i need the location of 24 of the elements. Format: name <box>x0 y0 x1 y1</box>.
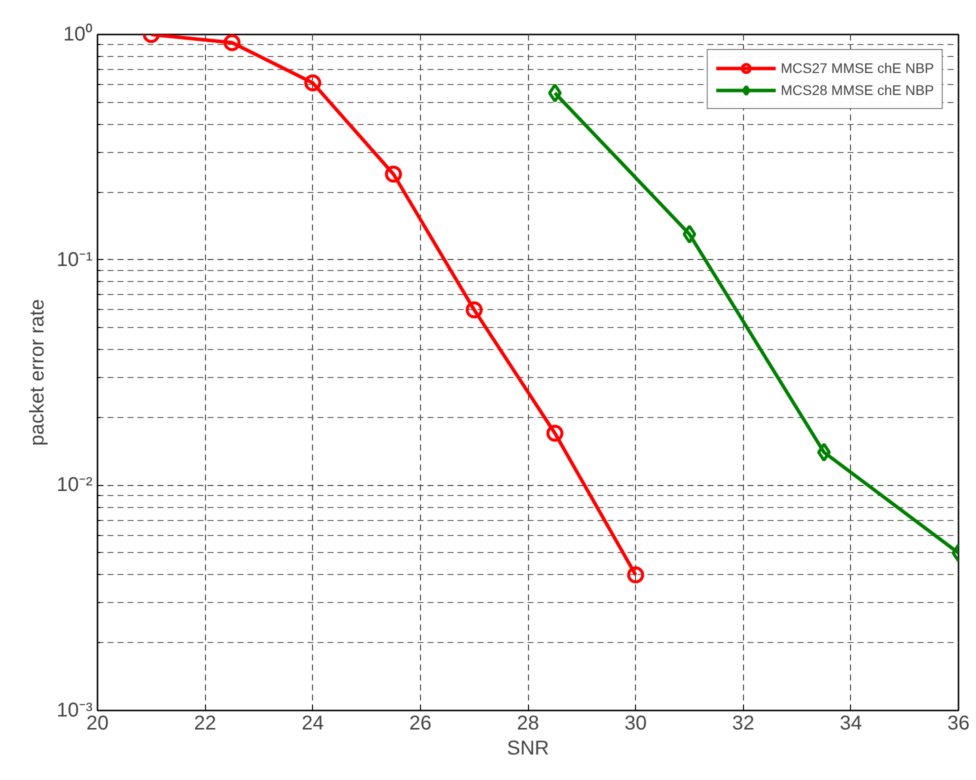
legend-label: MCS27 MMSE chE NBP <box>780 60 934 76</box>
point <box>682 224 696 244</box>
x-tick-label: 28 <box>516 712 540 734</box>
point <box>224 34 241 52</box>
point <box>627 566 644 584</box>
point <box>304 74 322 92</box>
point <box>384 166 402 183</box>
y-axis-title: packet error rate <box>26 299 49 446</box>
x-tick-label: 36 <box>947 712 970 734</box>
point <box>546 424 564 442</box>
x-tick-label: 30 <box>624 712 647 734</box>
point <box>548 84 562 103</box>
point <box>817 442 831 462</box>
x-axis-title: SNR <box>506 738 550 760</box>
legend-label: MCS28 MMSE chE NBP <box>780 82 934 98</box>
y-tick-label: 10⁰ <box>63 22 93 46</box>
y-tick-label: 10⁻¹ <box>56 248 93 271</box>
point <box>466 301 483 318</box>
x-tick-label: 26 <box>409 712 432 734</box>
y-tick-label: 10⁻² <box>56 474 93 496</box>
x-tick-label: 24 <box>302 712 324 734</box>
x-tick-label: 22 <box>194 712 216 734</box>
x-tick-label: 34 <box>840 712 862 734</box>
x-tick-label: 32 <box>732 712 754 734</box>
